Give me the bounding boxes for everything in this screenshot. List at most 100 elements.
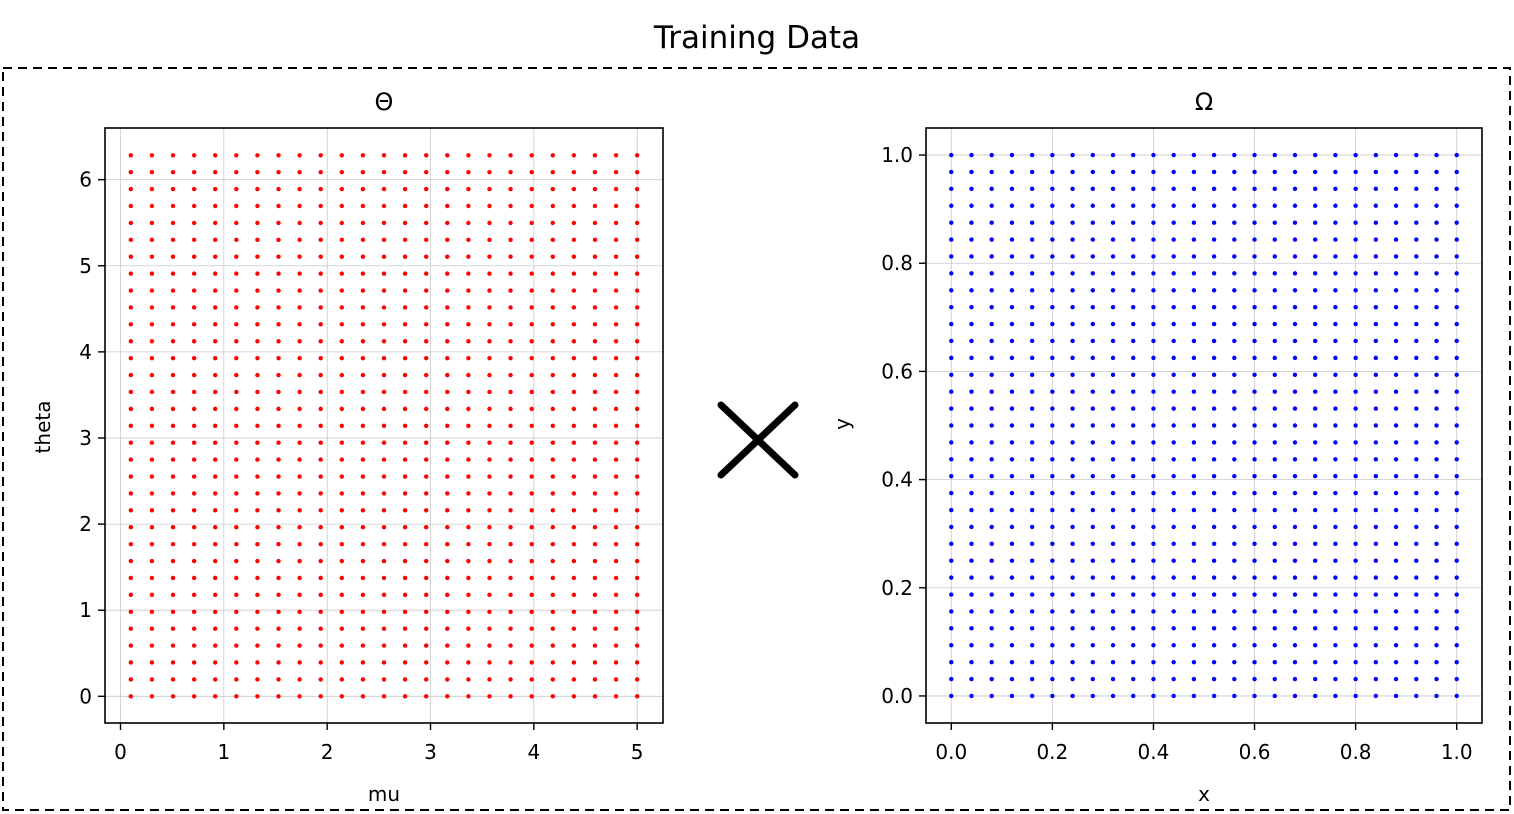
scatter-point — [1029, 372, 1035, 377]
y-tick-label: 0.8 — [881, 251, 913, 275]
scatter-point — [381, 694, 387, 699]
scatter-point — [170, 203, 176, 209]
scatter-point — [234, 288, 239, 293]
scatter-point — [1313, 693, 1318, 699]
scatter-point — [1252, 643, 1257, 648]
scatter-point — [445, 626, 450, 631]
scatter-point — [445, 457, 450, 462]
scatter-point — [529, 508, 534, 513]
scatter-point — [297, 169, 302, 175]
scatter-point — [297, 677, 302, 682]
scatter-point — [1131, 524, 1136, 530]
scatter-point — [969, 152, 974, 158]
scatter-point — [213, 153, 218, 158]
scatter-point — [1232, 254, 1237, 259]
scatter-point — [1050, 659, 1055, 665]
scatter-point — [191, 186, 197, 192]
scatter-point — [571, 541, 577, 547]
scatter-point — [1414, 220, 1419, 225]
scatter-point — [1191, 254, 1197, 259]
scatter-point — [571, 254, 577, 259]
scatter-point — [1272, 457, 1277, 462]
scatter-point — [592, 541, 598, 547]
scatter-point — [1070, 693, 1075, 699]
scatter-point — [487, 169, 492, 175]
scatter-point — [423, 339, 429, 344]
scatter-point — [149, 305, 155, 310]
scatter-point — [234, 220, 239, 226]
scatter-point — [1434, 575, 1439, 580]
scatter-point — [191, 440, 197, 445]
scatter-point — [1110, 338, 1116, 344]
scatter-point — [550, 457, 555, 462]
scatter-point — [1232, 693, 1237, 699]
scatter-point — [989, 423, 994, 428]
scatter-point — [1393, 203, 1399, 208]
scatter-point — [1313, 254, 1318, 259]
scatter-point — [1252, 592, 1257, 597]
scatter-point — [1393, 271, 1399, 276]
scatter-point — [191, 660, 197, 665]
scatter-point — [1434, 152, 1439, 158]
scatter-point — [1009, 575, 1015, 580]
scatter-point — [1131, 271, 1136, 276]
scatter-point — [1211, 575, 1217, 580]
scatter-point — [276, 389, 281, 395]
scatter-point — [1191, 643, 1197, 648]
y-axis-label: y — [830, 418, 854, 430]
scatter-point — [1272, 406, 1277, 411]
scatter-point — [592, 474, 598, 479]
scatter-point — [318, 305, 323, 310]
scatter-point — [1050, 575, 1055, 580]
scatter-point — [613, 169, 619, 175]
scatter-point — [381, 237, 387, 243]
scatter-point — [1252, 186, 1257, 192]
scatter-point — [1151, 152, 1156, 158]
scatter-point — [128, 626, 134, 631]
scatter-point — [128, 609, 134, 614]
scatter-point — [1414, 372, 1419, 377]
scatter-point — [1393, 507, 1399, 513]
scatter-point — [1313, 659, 1318, 665]
scatter-point — [1454, 659, 1459, 665]
scatter-point — [339, 558, 345, 564]
scatter-point — [255, 491, 260, 496]
scatter-point — [360, 339, 366, 344]
scatter-point — [1009, 423, 1015, 428]
scatter-point — [1272, 321, 1277, 327]
scatter-point — [1414, 288, 1419, 293]
scatter-point — [276, 305, 281, 310]
scatter-point — [1292, 389, 1298, 394]
scatter-point — [1211, 558, 1217, 563]
scatter-point — [149, 694, 155, 699]
scatter-point — [487, 153, 492, 158]
scatter-point — [234, 643, 239, 648]
scatter-point — [1110, 693, 1116, 699]
scatter-point — [1252, 152, 1257, 158]
scatter-point — [969, 541, 974, 547]
scatter-point — [592, 626, 598, 631]
scatter-point — [339, 609, 345, 614]
scatter-point — [1070, 490, 1075, 496]
scatter-point — [1353, 203, 1358, 208]
scatter-point — [466, 153, 471, 158]
y-axis-label: theta — [31, 401, 55, 454]
scatter-point — [1353, 406, 1358, 411]
scatter-point — [592, 694, 598, 699]
scatter-point — [423, 558, 429, 564]
scatter-point — [1292, 338, 1298, 344]
scatter-point — [423, 153, 429, 158]
scatter-point — [613, 474, 619, 479]
scatter-point — [339, 220, 345, 226]
scatter-point — [1252, 321, 1257, 327]
scatter-point — [1373, 321, 1379, 327]
scatter-point — [1009, 406, 1015, 411]
scatter-point — [297, 220, 302, 226]
scatter-point — [1232, 575, 1237, 580]
scatter-point — [1131, 541, 1136, 547]
scatter-point — [592, 203, 598, 209]
scatter-point — [1353, 254, 1358, 259]
scatter-point — [1110, 440, 1116, 445]
scatter-point — [423, 169, 429, 175]
scatter-point — [445, 660, 450, 665]
